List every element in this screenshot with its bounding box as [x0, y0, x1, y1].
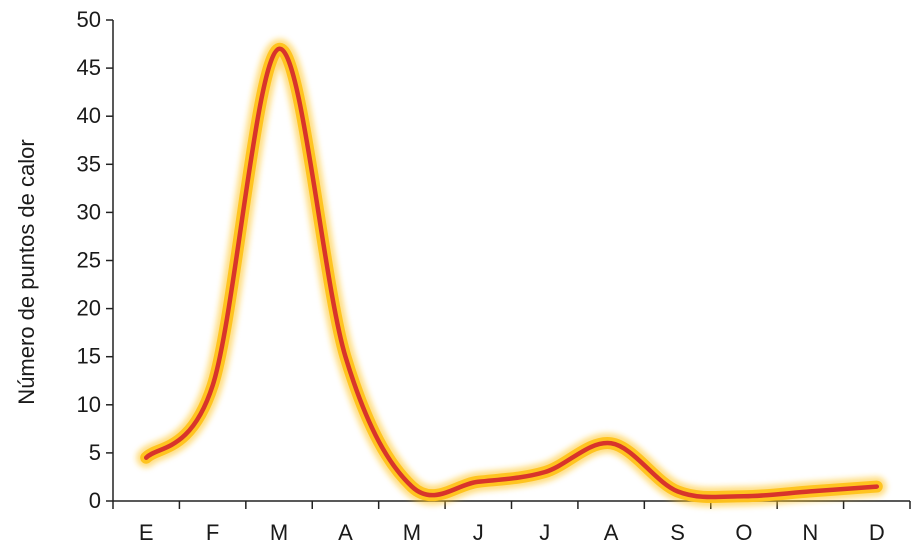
- x-tick-label: N: [802, 520, 818, 545]
- x-tick-label: A: [604, 520, 619, 545]
- x-tick-label: E: [139, 520, 154, 545]
- y-tick-label: 35: [77, 151, 101, 176]
- y-tick-label: 20: [77, 296, 101, 321]
- x-tick-label: D: [869, 520, 885, 545]
- series-line: [143, 46, 880, 500]
- y-tick-label: 0: [89, 488, 101, 513]
- y-tick-label: 30: [77, 199, 101, 224]
- y-axis-title: Número de puntos de calor: [14, 139, 39, 404]
- x-tick-label: F: [206, 520, 219, 545]
- x-tick-label: J: [473, 520, 484, 545]
- axes: 0 5 10 15 20 25 30 35 40 45 50 E F M A M J J A S O N D: [77, 7, 911, 545]
- y-tick-label: 5: [89, 440, 101, 465]
- y-tick-label: 10: [77, 392, 101, 417]
- y-tick-label: 50: [77, 7, 101, 32]
- series-layer: [136, 38, 887, 508]
- x-tick-label: M: [270, 520, 288, 545]
- y-tick-label: 25: [77, 248, 101, 273]
- series-glow-inner: [140, 42, 883, 504]
- x-tick-label: O: [735, 520, 752, 545]
- x-tick-label: A: [338, 520, 353, 545]
- x-tick-label: J: [539, 520, 550, 545]
- x-tick-label: S: [670, 520, 685, 545]
- y-tick-label: 45: [77, 55, 101, 80]
- y-tick-label: 40: [77, 103, 101, 128]
- y-tick-label: 15: [77, 344, 101, 369]
- x-tick-label: M: [403, 520, 421, 545]
